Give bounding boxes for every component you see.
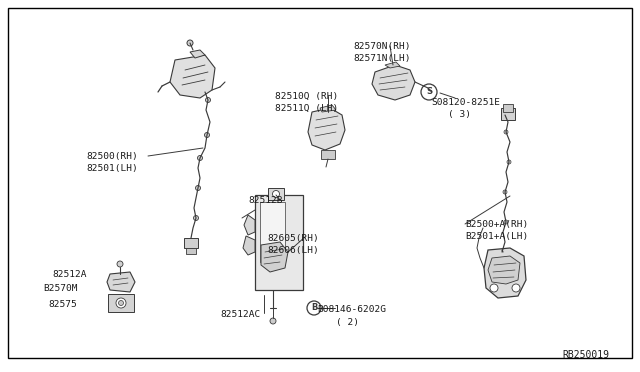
Text: B2570M: B2570M: [43, 284, 77, 293]
Circle shape: [507, 160, 511, 164]
Bar: [108, 294, 134, 312]
Text: 82570N(RH): 82570N(RH): [353, 42, 410, 51]
Polygon shape: [385, 62, 400, 68]
Circle shape: [195, 186, 200, 190]
Text: ( 3): ( 3): [448, 110, 471, 119]
Bar: [260, 202, 285, 262]
Polygon shape: [170, 55, 215, 98]
Circle shape: [205, 132, 209, 138]
Circle shape: [117, 261, 123, 267]
Text: B2501+A(LH): B2501+A(LH): [465, 232, 528, 241]
Polygon shape: [243, 236, 255, 255]
Text: 82511Q (LH): 82511Q (LH): [275, 104, 339, 113]
Bar: [255, 195, 303, 290]
Circle shape: [118, 301, 124, 305]
Circle shape: [504, 130, 508, 134]
Text: 82500(RH): 82500(RH): [86, 152, 138, 161]
Polygon shape: [484, 248, 526, 298]
Circle shape: [205, 97, 211, 103]
Text: 82571N(LH): 82571N(LH): [353, 54, 410, 63]
Bar: [268, 188, 284, 200]
Bar: [321, 150, 335, 159]
Polygon shape: [244, 215, 255, 235]
Polygon shape: [320, 105, 336, 112]
Bar: [186, 248, 196, 254]
Text: B08146-6202G: B08146-6202G: [317, 305, 386, 314]
Text: RB250019: RB250019: [562, 350, 609, 360]
Text: 82512A: 82512A: [52, 270, 86, 279]
Text: 82512B: 82512B: [248, 196, 282, 205]
Text: 82605(RH): 82605(RH): [267, 234, 319, 243]
Circle shape: [273, 190, 280, 198]
Text: S: S: [426, 87, 432, 96]
Circle shape: [428, 88, 436, 96]
Text: 82606(LH): 82606(LH): [267, 246, 319, 255]
Circle shape: [187, 40, 193, 46]
Circle shape: [270, 318, 276, 324]
Polygon shape: [107, 272, 135, 292]
Circle shape: [421, 84, 437, 100]
Text: 82512AC: 82512AC: [220, 310, 260, 319]
Text: B: B: [311, 304, 317, 312]
Circle shape: [193, 215, 198, 221]
Text: 82510Q (RH): 82510Q (RH): [275, 92, 339, 101]
Text: 82501(LH): 82501(LH): [86, 164, 138, 173]
Polygon shape: [308, 108, 345, 150]
Text: 82575: 82575: [48, 300, 77, 309]
Polygon shape: [261, 242, 288, 272]
Circle shape: [307, 301, 321, 315]
Circle shape: [198, 155, 202, 160]
Text: ( 2): ( 2): [336, 318, 359, 327]
Text: B2500+A(RH): B2500+A(RH): [465, 220, 528, 229]
Bar: [503, 104, 513, 112]
Circle shape: [500, 250, 504, 254]
Text: S08120-8251E: S08120-8251E: [431, 98, 500, 107]
Polygon shape: [372, 65, 415, 100]
Bar: [184, 238, 198, 248]
Circle shape: [490, 284, 498, 292]
Circle shape: [116, 298, 126, 308]
Circle shape: [503, 190, 507, 194]
Polygon shape: [190, 50, 205, 58]
Circle shape: [512, 284, 520, 292]
Circle shape: [504, 220, 508, 224]
Polygon shape: [488, 256, 520, 284]
Bar: [501, 108, 515, 120]
